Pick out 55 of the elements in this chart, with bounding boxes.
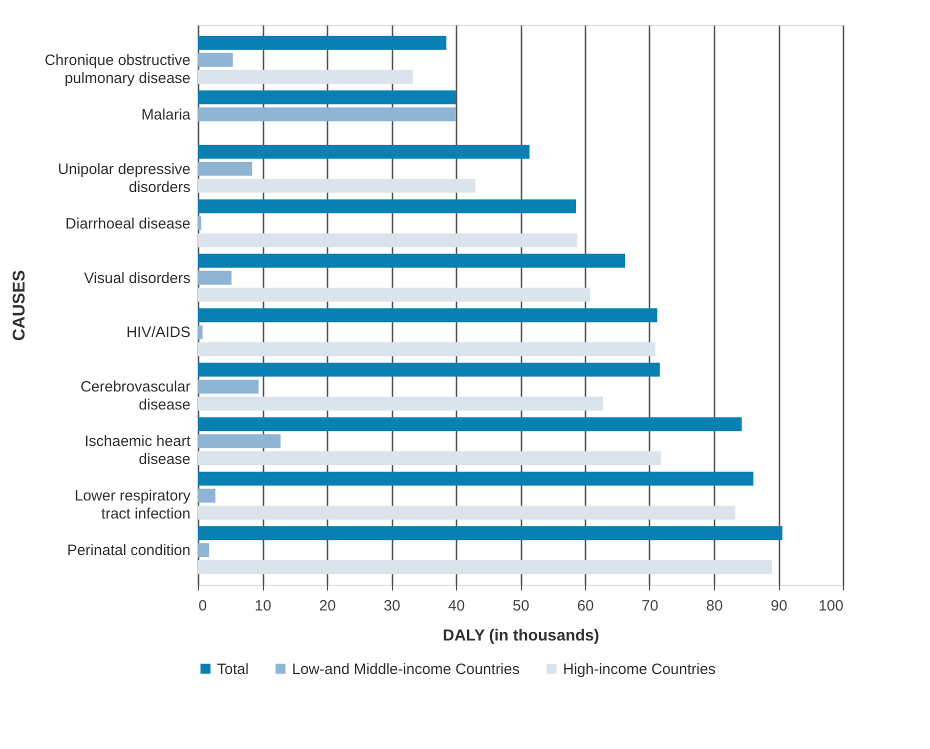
x-tick-label: 80 <box>706 598 723 614</box>
x-tick-label: 90 <box>770 598 788 614</box>
legend-label: Low-and Middle-income Countries <box>292 660 520 678</box>
bar <box>198 36 446 50</box>
bar <box>198 162 252 176</box>
bar <box>198 325 203 340</box>
bar <box>198 526 782 540</box>
y-tick-label: Lower respiratory tract infection <box>74 488 191 523</box>
y-tick-label: Chronique obstructive pulmonary disease <box>44 52 190 87</box>
bar <box>198 308 658 322</box>
bar <box>198 233 578 248</box>
bar <box>198 380 259 394</box>
bar <box>198 70 413 84</box>
bar <box>198 434 281 448</box>
y-tick-label: Diarrhoeal disease <box>65 215 190 232</box>
bar <box>198 107 456 122</box>
bar <box>198 506 736 520</box>
x-tick-label: 40 <box>448 598 465 614</box>
bar <box>198 90 456 104</box>
x-tick-label: 10 <box>254 598 272 614</box>
x-axis-title: DALY (in thousands) <box>442 628 600 644</box>
bar <box>198 199 576 214</box>
bar <box>198 288 590 302</box>
y-axis-title: CAUSES <box>10 270 29 341</box>
x-tick-label: 70 <box>642 598 658 614</box>
legend-label: Total <box>217 660 249 678</box>
bar <box>198 488 216 503</box>
bar <box>198 362 660 377</box>
bar <box>198 216 202 230</box>
bar <box>198 270 232 285</box>
bar <box>198 543 209 558</box>
x-tick-label: 60 <box>577 598 594 614</box>
x-tick-label: 0 <box>198 598 207 614</box>
legend-label: High-income Countries <box>563 660 716 678</box>
y-tick-label: Malaria <box>141 106 192 124</box>
bar <box>198 254 625 268</box>
bar <box>198 417 742 432</box>
bar <box>198 342 656 356</box>
bar <box>198 396 604 411</box>
bar <box>198 560 772 574</box>
y-tick-label: Cerebrovascular disease <box>80 378 191 414</box>
x-tick-label: 20 <box>319 598 336 614</box>
bar <box>198 144 530 159</box>
y-tick-label: Perinatal condition <box>67 542 190 560</box>
y-tick-label: Unipolar depressive disorders <box>58 160 190 196</box>
bar <box>198 178 476 193</box>
bar <box>198 472 754 486</box>
y-tick-label: Ischaemic heart disease <box>84 433 192 468</box>
x-tick-label: 100 <box>818 598 844 614</box>
y-tick-label: Visual disorders <box>84 270 190 287</box>
bar <box>198 451 662 466</box>
y-tick-label: HIV/AIDS <box>126 324 190 342</box>
x-tick-label: 30 <box>384 598 400 614</box>
bar <box>198 52 233 67</box>
x-tick-label: 50 <box>512 598 530 614</box>
